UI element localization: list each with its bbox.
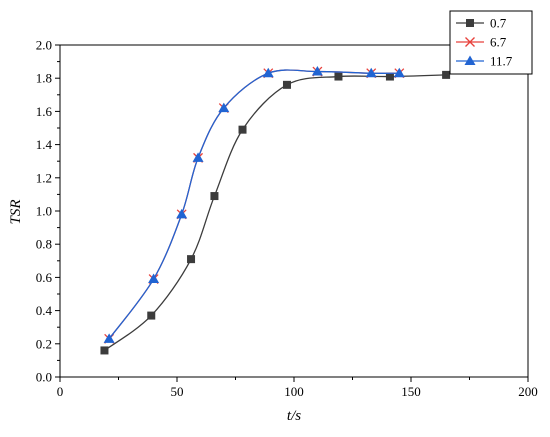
series-line [108,69,400,340]
data-point [210,192,219,201]
series-layer [100,66,451,355]
data-point [238,125,247,134]
legend-marker [464,55,476,65]
axes: 0 50 100 150 200 0.0 0.2 0.4 0.6 0.8 1.0 1.2 1.4 1.6 1… [36,38,538,400]
y-tick-label: 0.4 [36,303,53,318]
legend-marker [465,37,475,47]
y-axis-title: TSR [8,199,24,224]
series-line [108,69,400,340]
legend-entry: 6.7 [456,35,507,50]
data-point [393,67,405,78]
data-point [365,67,377,78]
x-tick-label: 200 [518,384,538,399]
data-point [100,346,109,355]
data-point [385,72,394,81]
y-tick-label: 0.0 [36,370,52,385]
y-tick-label: 1.8 [36,71,52,86]
data-point [311,66,323,76]
legend-label: 6.7 [490,35,507,50]
series-line [104,74,447,351]
series-2 [104,66,405,344]
data-point [334,72,343,81]
legend-label: 0.7 [490,16,507,31]
y-tick-label: 1.2 [36,170,52,185]
x-tick-label: 100 [284,384,304,399]
y-tick-label: 0.2 [36,336,52,351]
data-point [262,67,274,78]
y-tick-label: 2.0 [36,38,52,53]
y-tick-label: 1.4 [36,137,53,152]
data-point [147,311,156,320]
x-tick-label: 50 [171,384,184,399]
y-tick-label: 0.6 [36,270,53,285]
x-axis-title: t/s [287,408,301,424]
x-tick-label: 150 [401,384,421,399]
data-point [282,80,291,89]
legend-entry: 11.7 [456,54,513,69]
data-point [103,333,115,343]
data-point [148,273,160,284]
data-point [218,102,230,113]
data-point [187,255,196,264]
legend-label: 11.7 [490,54,513,69]
data-point [192,152,204,162]
legend-marker [466,19,474,27]
data-point [176,208,188,219]
legend-entry: 0.7 [456,16,507,31]
data-point [442,70,451,79]
legend: 0.7 6.7 11.7 [449,10,533,75]
y-tick-label: 0.8 [36,237,52,252]
y-tick-label: 1.6 [36,104,53,119]
y-tick-label: 1.0 [36,204,52,219]
plot-frame [59,44,529,378]
series-3 [103,66,405,343]
x-tick-label: 0 [57,384,64,399]
series-1 [100,70,451,355]
